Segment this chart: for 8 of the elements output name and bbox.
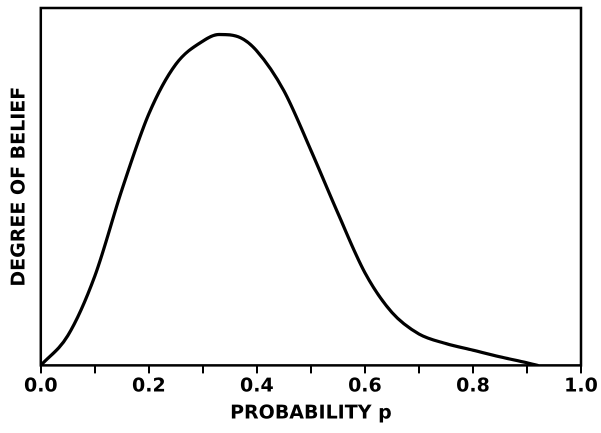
x-tick-label: 0.0 — [24, 374, 58, 397]
x-tick-label: 0.8 — [456, 374, 490, 397]
x-tick-label: 0.6 — [348, 374, 382, 397]
y-axis-title: DEGREE OF BELIEF — [7, 86, 30, 287]
x-axis-title: PROBABILITY p — [230, 402, 392, 424]
x-tick-label: 1.0 — [564, 374, 598, 397]
x-tick-label: 0.4 — [240, 374, 274, 397]
x-tick-label: 0.2 — [132, 374, 166, 397]
